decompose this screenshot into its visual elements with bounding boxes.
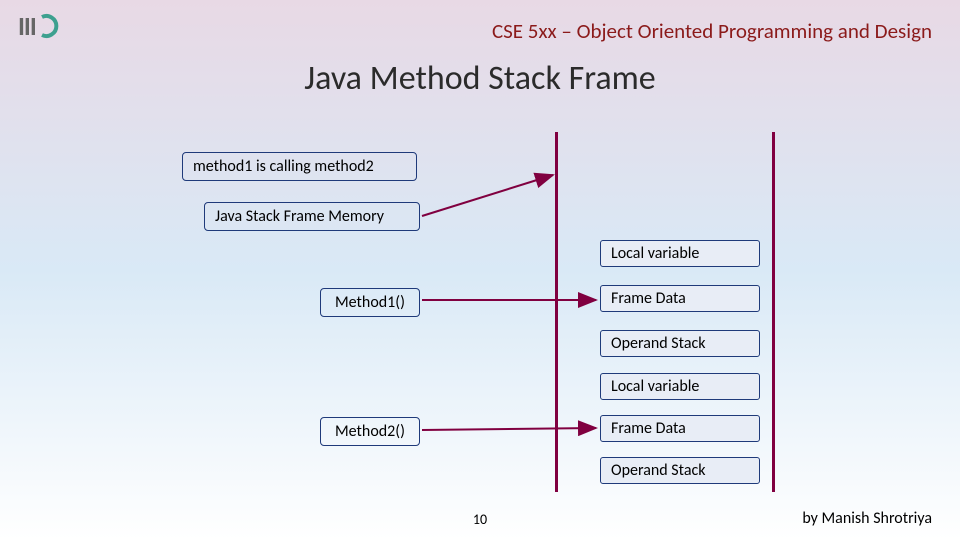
frame1-operand: Operand Stack: [600, 330, 760, 357]
memory-label-box: Java Stack Frame Memory: [204, 202, 420, 231]
caption-box: method1 is calling method2: [182, 152, 417, 181]
author-credit: by Manish Shrotriya: [802, 509, 932, 528]
frame1-local: Local variable: [600, 240, 760, 267]
logo-text: III: [18, 10, 36, 42]
method2-box: Method2(): [320, 417, 420, 446]
frame2-local: Local variable: [600, 373, 760, 400]
frame2-operand: Operand Stack: [600, 457, 760, 484]
logo: III: [18, 10, 60, 42]
frame1-data: Frame Data: [600, 285, 760, 312]
arc-icon: [38, 13, 60, 39]
course-title: CSE 5xx – Object Oriented Programming an…: [492, 18, 932, 44]
method1-box: Method1(): [320, 288, 420, 317]
frame2-data: Frame Data: [600, 415, 760, 442]
slide-title: Java Method Stack Frame: [0, 58, 960, 99]
